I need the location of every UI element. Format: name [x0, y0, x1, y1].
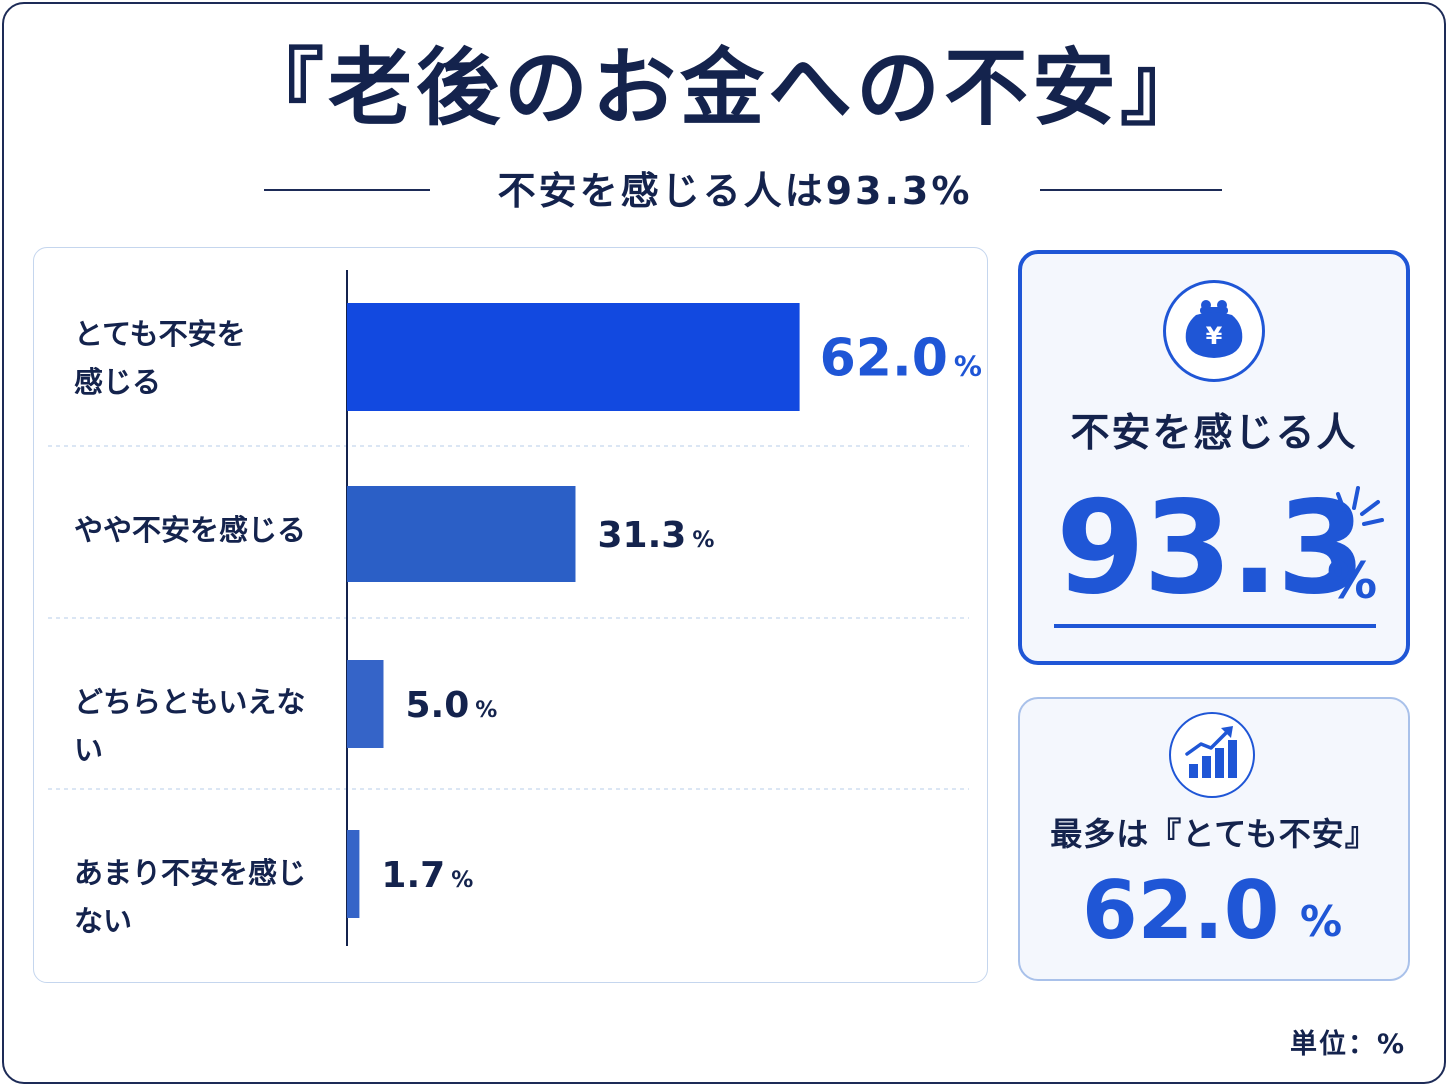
category-label-line: とても不安を: [74, 317, 246, 351]
bar-value-label-1: 31.3%: [597, 515, 714, 556]
category-label-somewhat-anxious: やや不安を感じる: [74, 513, 307, 547]
bar-chart-rising-icon: [1185, 726, 1237, 778]
coin-purse-yen-icon: ¥: [1185, 300, 1243, 358]
icon-circle: [1169, 712, 1255, 798]
bar-2: [347, 660, 384, 748]
page-subtitle: 不安を感じる人は93.3%: [497, 169, 973, 213]
category-label-line: 感じる: [74, 365, 162, 399]
bar-1: [347, 486, 576, 582]
most-common-card: 最多は『とても不安』 62.0 %: [1018, 697, 1410, 981]
page-title: 『老後のお金への不安』: [239, 39, 1208, 137]
bar-0: [347, 303, 800, 411]
subtitle-row: 不安を感じる人は93.3%: [0, 166, 1448, 216]
anxious-people-card: ¥ 不安を感じる人 93.3 %: [1018, 250, 1410, 665]
emphasis-burst-icon: [1336, 486, 1384, 526]
bar-value-label-0: 62.0%: [820, 329, 982, 389]
anxious-people-unit: %: [1327, 552, 1378, 610]
svg-text:¥: ¥: [1206, 322, 1223, 350]
subtitle-rule-left: [264, 189, 430, 191]
icon-circle: ¥: [1163, 280, 1265, 382]
anxious-people-label: 不安を感じる人: [1070, 411, 1358, 456]
category-label-neutral: どちらともいえない: [74, 685, 306, 767]
bar-value-label-3: 1.7%: [381, 855, 473, 896]
unit-note: 単位：%: [1290, 1029, 1407, 1060]
bar-3: [347, 830, 360, 918]
most-common-value: 62.0: [1082, 864, 1280, 957]
category-label-very-anxious: とても不安を 感じる: [74, 310, 334, 406]
value-underline: [1054, 624, 1376, 628]
anxious-people-value: 93.3: [1056, 474, 1366, 623]
most-common-unit: %: [1300, 897, 1343, 946]
subtitle-rule-right: [1040, 189, 1222, 191]
bar-chart: 62.0 % 31.3 % 5.0 % 1.7%: [48, 270, 982, 946]
most-common-label: 最多は『とても不安』: [1050, 815, 1378, 853]
bar-chart-panel: 62.0% 31.3% 5.0% 1.7% とても不安を 感じる やや不安を感じる ど…: [33, 247, 988, 983]
bar-value-label-2: 5.0%: [406, 685, 498, 726]
category-label-not-very-anxious: あまり不安を感じない: [74, 856, 307, 938]
